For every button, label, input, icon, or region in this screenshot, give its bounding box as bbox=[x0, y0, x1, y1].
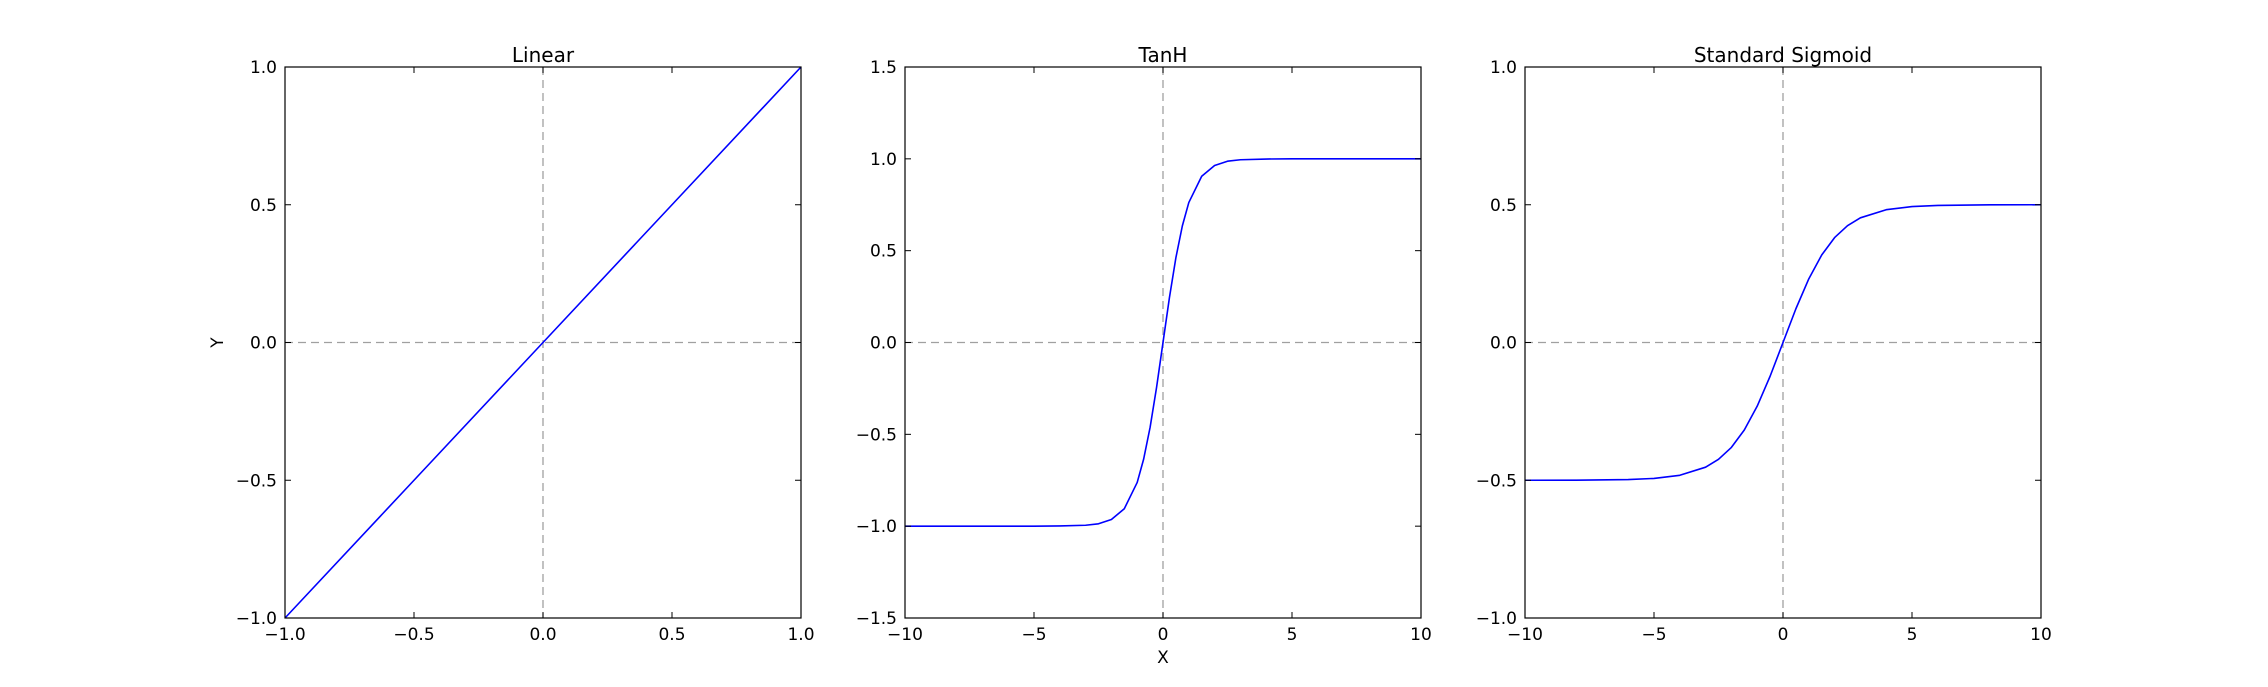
chart-panel-2: −10 −5 0 5 10 −1.5 −1.0 −0.5 0.0 0.5 1.0 1.5 TanH X bbox=[856, 43, 1432, 668]
series-line-1 bbox=[284, 66, 802, 619]
chart-title: Linear bbox=[512, 43, 575, 67]
y-tick-label: −0.5 bbox=[236, 471, 277, 491]
y-tick-label: 0.5 bbox=[250, 196, 277, 216]
y-tick-label: −0.5 bbox=[856, 425, 897, 445]
y-tick-label: 0.0 bbox=[250, 334, 277, 354]
y-tick-label: −1.0 bbox=[236, 609, 277, 629]
y-tick-label: −1.0 bbox=[1476, 609, 1517, 629]
chart-title: TanH bbox=[1138, 43, 1188, 67]
x-tick-label: −5 bbox=[1641, 625, 1666, 645]
y-tick-label: 0.0 bbox=[1490, 334, 1517, 354]
x-tick-label: 0 bbox=[1778, 625, 1789, 645]
y-tick-label: 1.0 bbox=[870, 150, 897, 170]
x-tick-label: −10 bbox=[1507, 625, 1543, 645]
y-tick-label: −1.5 bbox=[856, 609, 897, 629]
chart-panel-1: −1.0 −0.5 0.0 0.5 1.0 −1.0 −0.5 0.0 0.5 1.0 Linear… bbox=[208, 43, 815, 645]
y-tick-label: 0.5 bbox=[870, 242, 897, 262]
x-tick-label: 0.5 bbox=[658, 625, 685, 645]
x-tick-label: 1.0 bbox=[787, 625, 814, 645]
y-tick-label: 1.5 bbox=[870, 58, 897, 78]
x-tick-label: 10 bbox=[1410, 625, 1432, 645]
x-tick-label: 10 bbox=[2030, 625, 2052, 645]
y-tick-label: 0.5 bbox=[1490, 196, 1517, 216]
x-tick-label: 0 bbox=[1158, 625, 1169, 645]
x-tick-label: 5 bbox=[1287, 625, 1298, 645]
y-tick-label: 1.0 bbox=[1490, 58, 1517, 78]
x-tick-label: −5 bbox=[1021, 625, 1046, 645]
x-tick-label: −1.0 bbox=[264, 625, 305, 645]
chart-panel-3: −10 −5 0 5 10 −1.0 −0.5 0.0 0.5 1.0 Standard Sigmo… bbox=[1476, 43, 2052, 645]
x-tick-label: 0.0 bbox=[529, 625, 556, 645]
y-tick-label: 0.0 bbox=[870, 334, 897, 354]
series-line-1 bbox=[905, 158, 1421, 527]
chart-title: Standard Sigmoid bbox=[1694, 43, 1872, 67]
y-tick-label: 1.0 bbox=[250, 58, 277, 78]
series-line-1 bbox=[1524, 203, 2042, 482]
y-tick-label: −0.5 bbox=[1476, 471, 1517, 491]
x-tick-label: −0.5 bbox=[393, 625, 434, 645]
y-tick-label: −1.0 bbox=[856, 517, 897, 537]
y-axis-label: Y bbox=[208, 337, 228, 349]
x-tick-label: 5 bbox=[1907, 625, 1918, 645]
x-axis-label: X bbox=[1157, 648, 1169, 668]
x-tick-label: −10 bbox=[887, 625, 923, 645]
